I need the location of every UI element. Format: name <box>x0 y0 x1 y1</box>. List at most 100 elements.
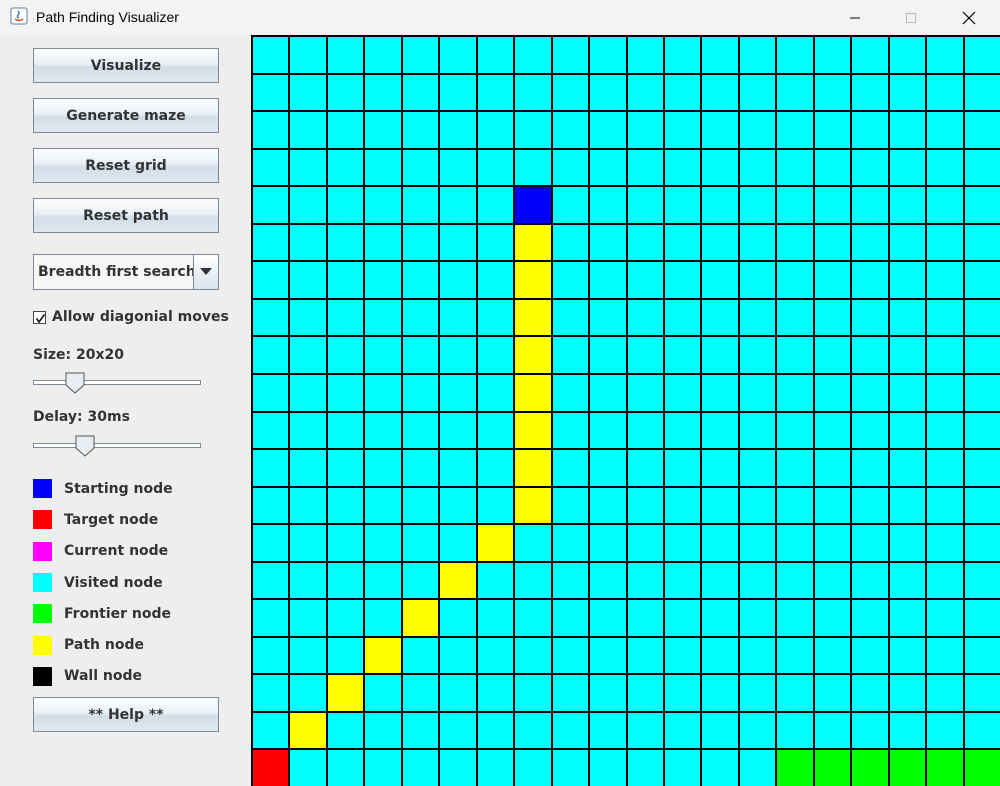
visited-cell[interactable] <box>553 450 588 486</box>
visited-cell[interactable] <box>777 187 813 223</box>
visited-cell[interactable] <box>702 37 738 73</box>
visited-cell[interactable] <box>815 525 850 561</box>
visited-cell[interactable] <box>290 112 326 148</box>
visited-cell[interactable] <box>815 75 850 110</box>
visited-cell[interactable] <box>890 563 925 598</box>
visited-cell[interactable] <box>440 525 476 561</box>
visited-cell[interactable] <box>927 37 963 73</box>
visited-cell[interactable] <box>328 150 363 185</box>
visited-cell[interactable] <box>590 488 626 523</box>
visited-cell[interactable] <box>740 638 775 673</box>
visited-cell[interactable] <box>440 413 476 448</box>
visited-cell[interactable] <box>253 262 288 298</box>
target-cell[interactable] <box>253 750 288 786</box>
visited-cell[interactable] <box>553 300 588 335</box>
visited-cell[interactable] <box>740 713 775 748</box>
visited-cell[interactable] <box>628 375 663 411</box>
visited-cell[interactable] <box>890 375 925 411</box>
visited-cell[interactable] <box>328 488 363 523</box>
visited-cell[interactable] <box>290 262 326 298</box>
visited-cell[interactable] <box>965 413 1000 448</box>
visited-cell[interactable] <box>478 750 513 786</box>
visited-cell[interactable] <box>665 563 700 598</box>
path-cell[interactable] <box>328 675 363 711</box>
visited-cell[interactable] <box>965 450 1000 486</box>
path-cell[interactable] <box>515 450 551 486</box>
visited-cell[interactable] <box>440 713 476 748</box>
visited-cell[interactable] <box>965 112 1000 148</box>
visited-cell[interactable] <box>777 600 813 636</box>
visited-cell[interactable] <box>403 638 438 673</box>
visited-cell[interactable] <box>440 75 476 110</box>
visited-cell[interactable] <box>253 112 288 148</box>
visited-cell[interactable] <box>328 525 363 561</box>
visited-cell[interactable] <box>290 300 326 335</box>
path-cell[interactable] <box>440 563 476 598</box>
visited-cell[interactable] <box>815 300 850 335</box>
diagonal-moves-option[interactable]: Allow diagonial moves <box>33 308 229 326</box>
visited-cell[interactable] <box>328 337 363 373</box>
visited-cell[interactable] <box>253 37 288 73</box>
visited-cell[interactable] <box>328 187 363 223</box>
visited-cell[interactable] <box>440 225 476 260</box>
visited-cell[interactable] <box>628 262 663 298</box>
visited-cell[interactable] <box>777 75 813 110</box>
visited-cell[interactable] <box>965 563 1000 598</box>
visited-cell[interactable] <box>478 225 513 260</box>
visited-cell[interactable] <box>590 150 626 185</box>
visited-cell[interactable] <box>590 713 626 748</box>
visited-cell[interactable] <box>702 262 738 298</box>
visited-cell[interactable] <box>290 375 326 411</box>
visited-cell[interactable] <box>365 488 401 523</box>
visited-cell[interactable] <box>815 37 850 73</box>
visited-cell[interactable] <box>403 75 438 110</box>
visited-cell[interactable] <box>253 450 288 486</box>
visited-cell[interactable] <box>702 713 738 748</box>
visited-cell[interactable] <box>852 262 888 298</box>
visited-cell[interactable] <box>702 75 738 110</box>
visited-cell[interactable] <box>478 563 513 598</box>
visited-cell[interactable] <box>403 488 438 523</box>
path-cell[interactable] <box>290 713 326 748</box>
visited-cell[interactable] <box>553 525 588 561</box>
visited-cell[interactable] <box>553 563 588 598</box>
visited-cell[interactable] <box>777 713 813 748</box>
frontier-cell[interactable] <box>965 750 1000 786</box>
visited-cell[interactable] <box>590 337 626 373</box>
visited-cell[interactable] <box>665 300 700 335</box>
visited-cell[interactable] <box>965 525 1000 561</box>
visited-cell[interactable] <box>852 450 888 486</box>
visited-cell[interactable] <box>628 600 663 636</box>
visited-cell[interactable] <box>328 713 363 748</box>
visited-cell[interactable] <box>440 638 476 673</box>
visited-cell[interactable] <box>365 713 401 748</box>
visited-cell[interactable] <box>328 300 363 335</box>
visited-cell[interactable] <box>515 150 551 185</box>
visited-cell[interactable] <box>253 675 288 711</box>
visited-cell[interactable] <box>740 563 775 598</box>
visited-cell[interactable] <box>440 375 476 411</box>
size-slider-thumb[interactable] <box>65 372 85 394</box>
visited-cell[interactable] <box>665 713 700 748</box>
visited-cell[interactable] <box>478 187 513 223</box>
visited-cell[interactable] <box>965 375 1000 411</box>
visited-cell[interactable] <box>890 187 925 223</box>
visited-cell[interactable] <box>478 337 513 373</box>
visited-cell[interactable] <box>665 375 700 411</box>
visited-cell[interactable] <box>440 112 476 148</box>
visited-cell[interactable] <box>740 375 775 411</box>
visited-cell[interactable] <box>777 675 813 711</box>
visited-cell[interactable] <box>290 600 326 636</box>
path-cell[interactable] <box>515 488 551 523</box>
visited-cell[interactable] <box>777 150 813 185</box>
visited-cell[interactable] <box>815 600 850 636</box>
visited-cell[interactable] <box>553 262 588 298</box>
path-cell[interactable] <box>365 638 401 673</box>
visited-cell[interactable] <box>628 75 663 110</box>
visited-cell[interactable] <box>515 600 551 636</box>
visited-cell[interactable] <box>665 638 700 673</box>
visited-cell[interactable] <box>702 525 738 561</box>
visited-cell[interactable] <box>777 337 813 373</box>
visited-cell[interactable] <box>365 750 401 786</box>
visited-cell[interactable] <box>290 37 326 73</box>
